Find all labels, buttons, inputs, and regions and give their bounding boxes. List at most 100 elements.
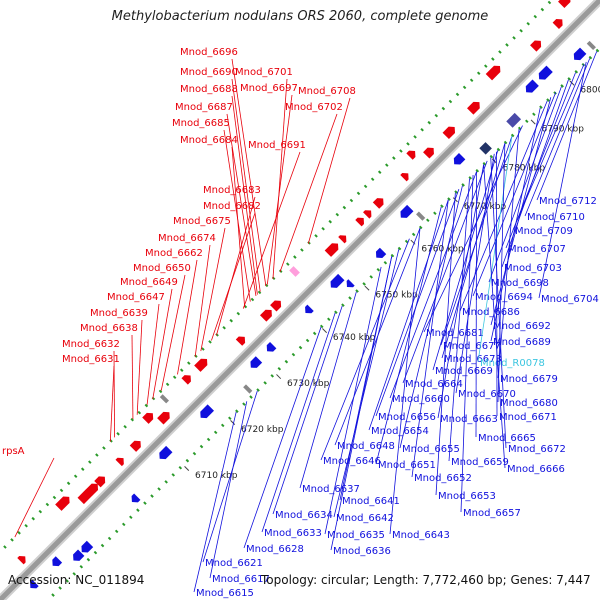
feature-block [586,40,596,51]
right-leader-line [402,160,488,384]
right-gene-label[interactable]: Mnod_6709 [515,226,573,237]
right-gene-label[interactable]: Mnod_6664 [405,379,463,390]
forward-gene [129,440,141,452]
right-gene-label[interactable]: Mnod_6660 [392,394,450,405]
right-leader-line [423,125,523,333]
right-gene-label[interactable]: Mnod_6677 [443,341,501,352]
right-gene-label[interactable]: Mnod_6669 [435,366,493,377]
right-gene-label[interactable]: Mnod_6679 [500,374,558,385]
left-gene-label[interactable]: Mnod_6675 [173,216,231,227]
left-gene-label[interactable]: Mnod_6696 [180,47,238,58]
right-gene-label[interactable]: Mnod_6635 [327,530,385,541]
feature-block [159,394,169,404]
right-gene-label[interactable]: Mnod_6634 [275,510,333,521]
reverse-gene [266,341,277,352]
forward-gene [485,65,501,81]
right-gene-label[interactable]: Mnod_6698 [491,278,549,289]
forward-gene [85,483,99,497]
right-gene-label[interactable]: Mnod_6673 [444,354,502,365]
right-gene-label[interactable]: Mnod_6672 [508,444,566,455]
forward-gene [467,101,480,115]
right-gene-label[interactable]: Mnod_6663 [440,414,498,425]
left-gene-label[interactable]: rpsA [2,446,25,457]
right-leader-line [497,143,506,403]
left-gene-label[interactable]: Mnod_6685 [172,118,230,129]
left-gene-label[interactable]: Mnod_6702 [285,102,343,113]
right-gene-label[interactable]: Mnod_6680 [500,398,558,409]
right-leader-line [441,143,506,359]
right-gene-label[interactable]: Mnod_6710 [527,212,585,223]
right-gene-label[interactable]: Mnod_6617 [212,574,270,585]
left-gene-label[interactable]: Mnod_6647 [107,292,165,303]
left-gene-label[interactable]: Mnod_6674 [158,233,216,244]
right-gene-label[interactable]: Mnod_6689 [493,337,551,348]
right-leader-line [432,150,499,371]
left-gene-label[interactable]: Mnod_6697 [240,83,298,94]
right-gene-label[interactable]: Mnod_6648 [337,441,395,452]
reverse-gene [250,356,263,368]
left-gene-label[interactable]: Mnod_6639 [90,308,148,319]
feature-block [506,112,522,128]
right-gene-label[interactable]: Mnod_6666 [507,464,565,475]
left-gene-label[interactable]: Mnod_6632 [62,339,120,350]
left-gene-label[interactable]: Mnod_6638 [80,323,138,334]
right-gene-label[interactable]: Mnod_6615 [196,588,254,599]
left-gene-label[interactable]: Mnod_6662 [145,248,203,259]
right-gene-label[interactable]: Mnod_6712 [539,196,597,207]
left-leader-line [226,113,257,297]
right-gene-label[interactable]: Mnod_6655 [402,444,460,455]
right-gene-label[interactable]: Mnod_6621 [205,558,263,569]
right-gene-label[interactable]: Mnod_6670 [458,389,516,400]
right-gene-label[interactable]: Mnod_6694 [475,292,533,303]
reverse-gene [305,304,314,314]
left-gene-label[interactable]: Mnod_6650 [133,263,191,274]
right-leader-line [299,291,357,489]
right-gene-label[interactable]: Mnod_6653 [438,491,496,502]
left-gene-label[interactable]: Mnod_6708 [298,86,356,97]
right-gene-label[interactable]: Mnod_6646 [323,456,381,467]
right-gene-label[interactable]: Mnod_6643 [392,530,450,541]
feature-block [416,211,426,221]
right-gene-label[interactable]: Mnod_6704 [541,294,599,305]
right-gene-label[interactable]: Mnod_6636 [333,546,391,557]
right-gene-label[interactable]: Mnod_6686 [462,307,520,318]
reverse-gene [200,404,214,419]
left-gene-label[interactable]: Mnod_6631 [62,354,120,365]
scale-label: 6800 kbp [580,85,600,95]
right-gene-label[interactable]: Mnod_6707 [508,244,566,255]
right-gene-label[interactable]: Mnod_6703 [504,263,562,274]
left-leader-line [177,259,198,375]
left-gene-label[interactable]: Mnod_6684 [180,135,238,146]
scale-label: 6750 kbp [375,291,418,301]
right-gene-label[interactable]: Mnod_6628 [246,544,304,555]
left-gene-label[interactable]: Mnod_6649 [120,277,178,288]
right-gene-label[interactable]: Mnod_R0078 [480,358,545,369]
right-gene-label[interactable]: Mnod_6633 [264,528,322,539]
right-gene-label[interactable]: Mnod_6659 [451,457,509,468]
right-gene-label[interactable]: Mnod_6681 [426,328,484,339]
right-gene-label[interactable]: Mnod_6657 [463,508,521,519]
right-gene-label[interactable]: Mnod_6671 [499,412,557,423]
forward-gene [423,147,434,159]
left-gene-label[interactable]: Mnod_6690 [180,67,238,78]
right-leader-line [505,72,576,249]
left-gene-label[interactable]: Mnod_6682 [203,201,261,212]
right-gene-label[interactable]: Mnod_6637 [302,484,360,495]
right-gene-label[interactable]: Mnod_6652 [414,473,472,484]
left-gene-label[interactable]: Mnod_6701 [235,67,293,78]
left-gene-label[interactable]: Mnod_6687 [175,102,233,113]
right-gene-label[interactable]: Mnod_6651 [378,460,436,471]
right-gene-label[interactable]: Mnod_6692 [493,321,551,332]
reverse-gene [81,540,94,553]
right-gene-label[interactable]: Mnod_6665 [478,433,536,444]
scale-tick [276,374,282,380]
reverse-gene [538,65,553,80]
left-gene-label[interactable]: Mnod_6691 [248,140,306,151]
right-gene-label[interactable]: Mnod_6642 [336,513,394,524]
left-leader-line [307,97,351,244]
left-gene-label[interactable]: Mnod_6683 [203,185,261,196]
right-gene-label[interactable]: Mnod_6641 [342,496,400,507]
left-gene-label[interactable]: Mnod_6688 [180,84,238,95]
